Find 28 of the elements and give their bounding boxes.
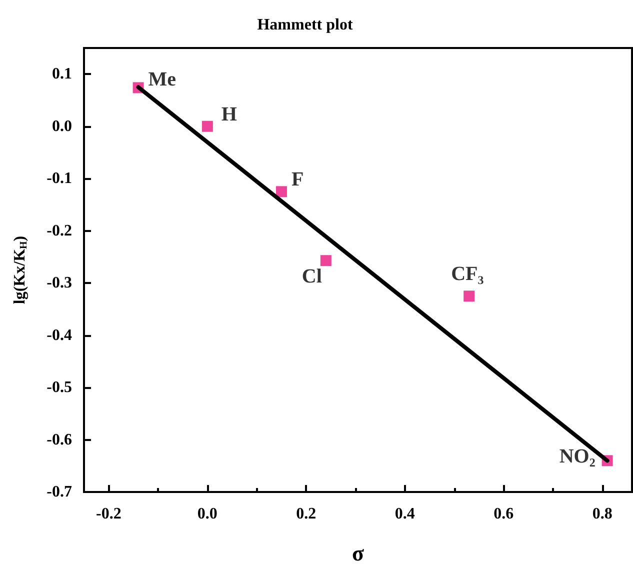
annotation: Me (148, 68, 176, 91)
y-tick-label: -0.5 (46, 379, 72, 396)
y-tick-label: 0.1 (52, 66, 72, 83)
x-tick-label: 0.4 (394, 506, 415, 522)
x-tick-label: 0.2 (296, 506, 316, 522)
y-tick-label: -0.7 (46, 484, 72, 500)
annotation: H (221, 103, 238, 126)
x-tick-label: 0.6 (494, 506, 514, 522)
x-tick-label: 0.0 (197, 506, 218, 522)
annotation: NO₂ (559, 446, 596, 468)
point (464, 290, 475, 302)
y-tick-label: -0.6 (46, 431, 72, 448)
point (276, 186, 287, 198)
point (320, 255, 332, 266)
annotation: F (291, 168, 304, 191)
y-tick-label: -0.2 (46, 222, 72, 240)
y-tick-label: -0.4 (46, 326, 72, 344)
x-tick-label: -0.2 (96, 506, 122, 522)
y-tick-label: 0.0 (52, 118, 72, 135)
y-axis-title: lg(Kx/KH) (12, 236, 30, 304)
annotation: Cl (302, 266, 322, 288)
annotation: CF₃ (451, 263, 484, 286)
y-tick-label: -0.3 (46, 274, 72, 292)
x-tick-label: 0.8 (592, 506, 612, 522)
y-tick-label: -0.1 (46, 170, 72, 188)
chart-title: Hammett plot (257, 16, 354, 34)
x-axis-title: σ (352, 540, 364, 566)
point (202, 120, 213, 132)
